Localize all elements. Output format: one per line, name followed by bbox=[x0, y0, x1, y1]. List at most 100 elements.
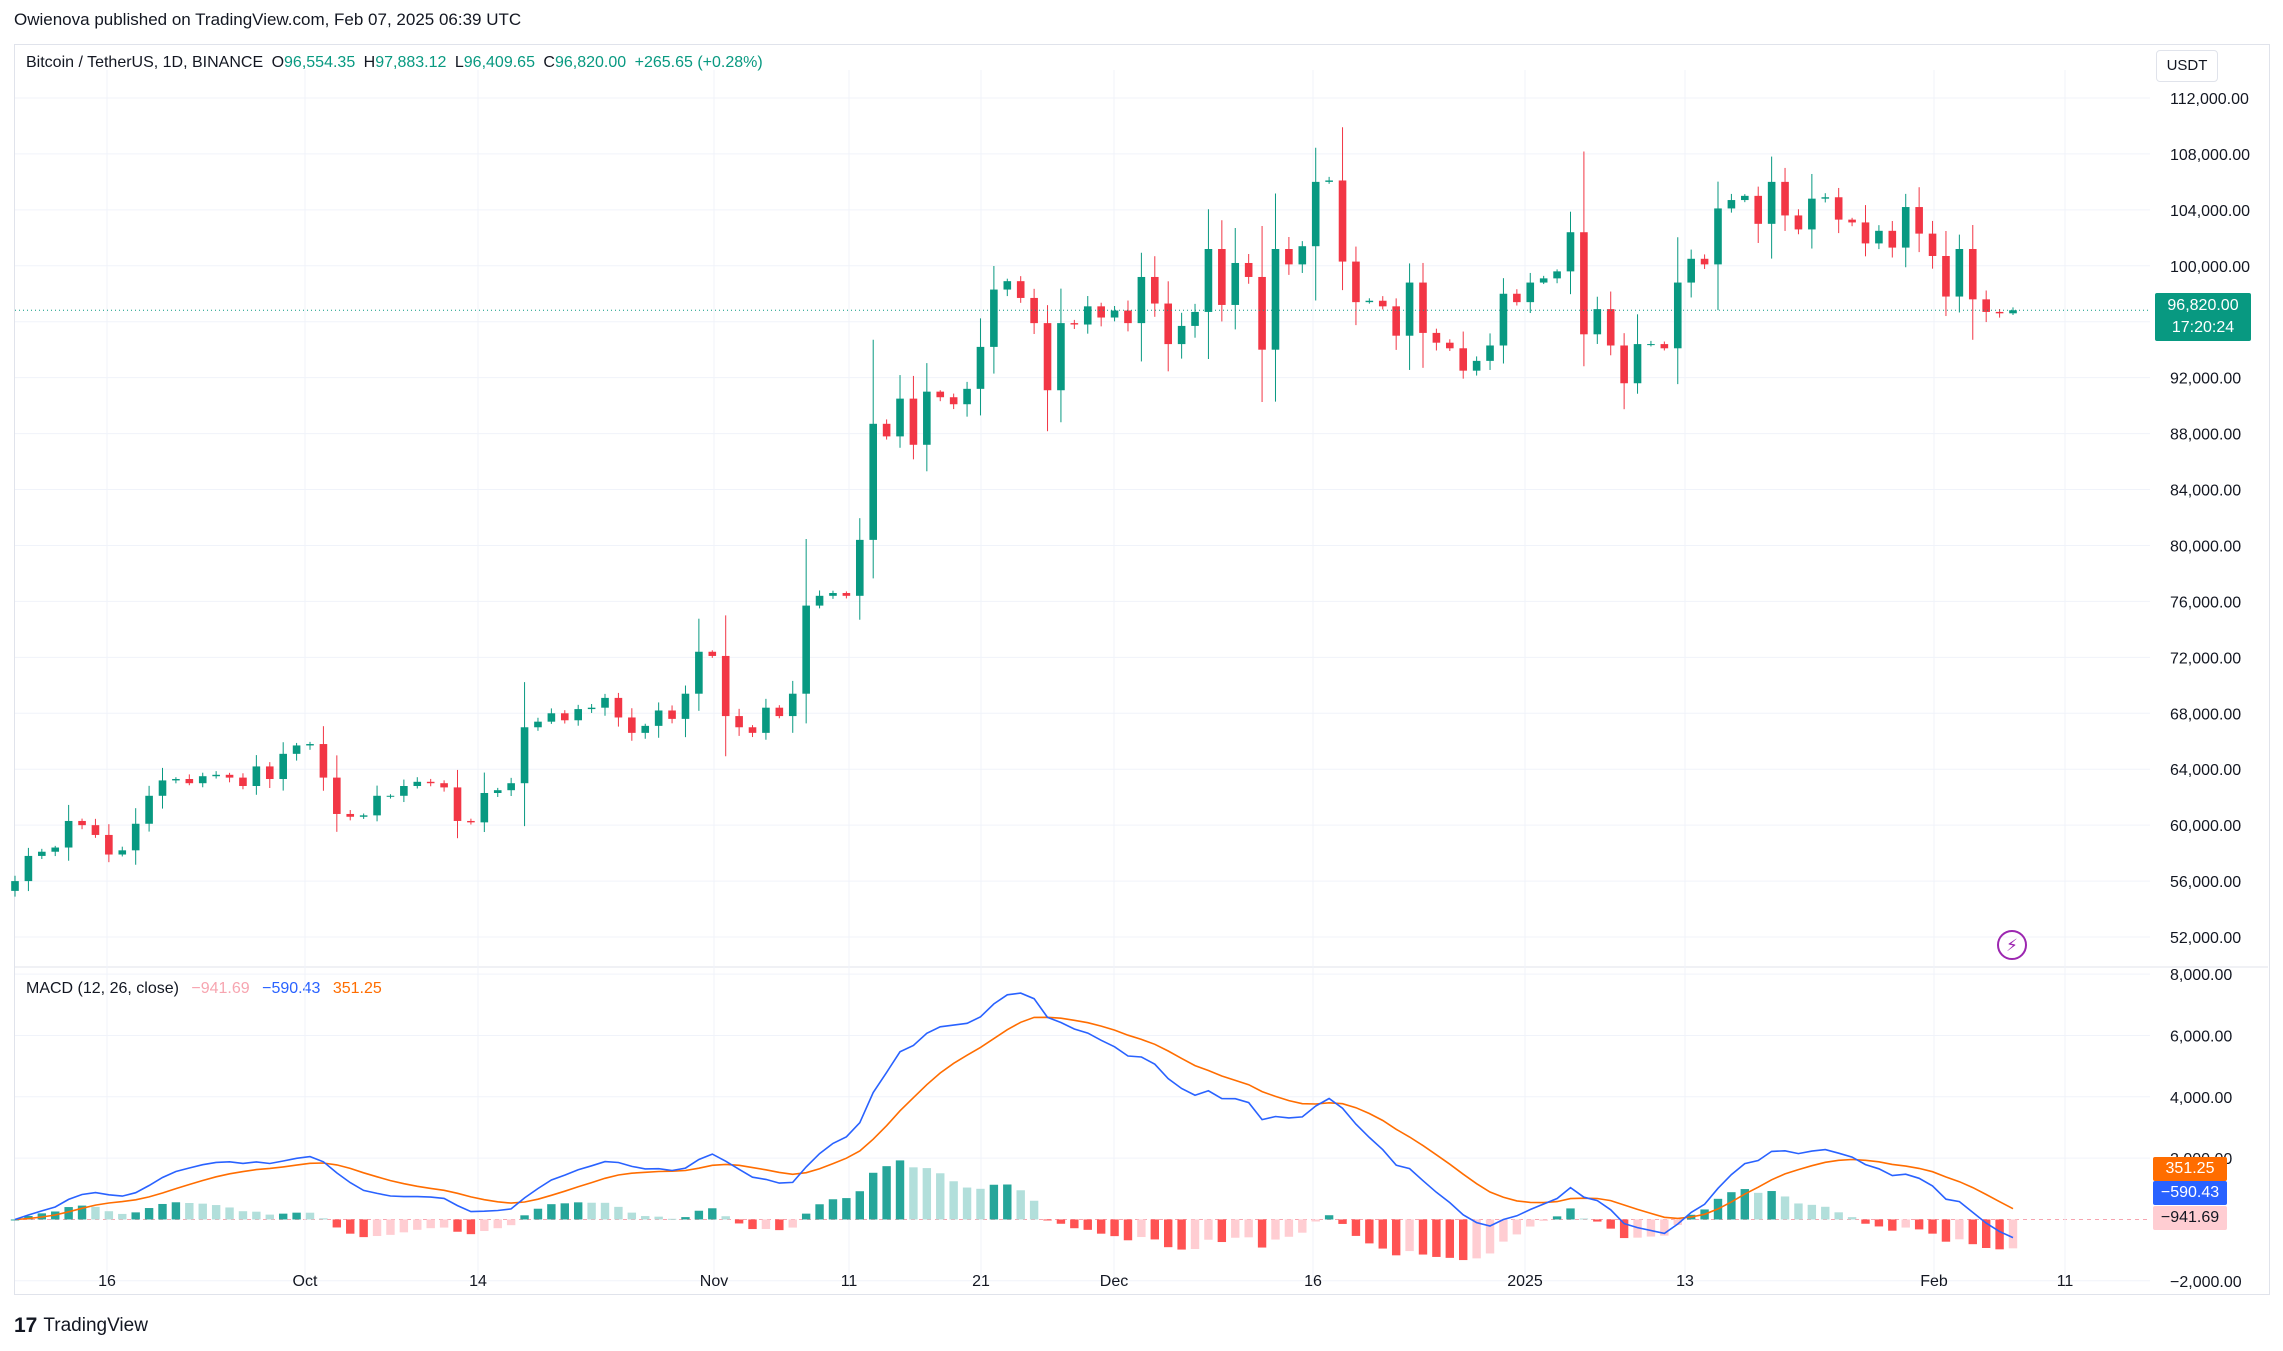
candle-body bbox=[1620, 345, 1628, 384]
lightning-bolt-icon[interactable]: ⚡ bbox=[1997, 930, 2027, 960]
candle-body bbox=[1432, 332, 1441, 343]
candle-body bbox=[11, 881, 19, 891]
candle-body bbox=[1311, 181, 1320, 247]
macd-histogram-bar bbox=[869, 1172, 878, 1220]
macd-histogram-bar bbox=[1821, 1206, 1830, 1220]
macd-histogram-bar bbox=[694, 1210, 704, 1220]
candle bbox=[413, 777, 422, 789]
macd-histogram-bar bbox=[681, 1217, 690, 1220]
macd-histogram-bar bbox=[1432, 1219, 1441, 1257]
price-tick-label: 76,000.00 bbox=[2170, 594, 2241, 611]
macd-histogram-bar bbox=[1110, 1219, 1119, 1237]
candle-body bbox=[963, 388, 971, 405]
macd-histogram-bar bbox=[466, 1219, 476, 1235]
candle bbox=[172, 777, 180, 784]
candle bbox=[333, 755, 341, 832]
candle-body bbox=[1928, 233, 1937, 256]
candle bbox=[1687, 249, 1695, 298]
macd-histogram-bar bbox=[654, 1216, 663, 1220]
candle bbox=[1673, 237, 1682, 385]
candle-body bbox=[1097, 306, 1105, 318]
macd-histogram-bar bbox=[1673, 1219, 1682, 1226]
candle bbox=[1566, 211, 1575, 295]
candle-body bbox=[131, 823, 140, 851]
candle-body bbox=[145, 795, 153, 824]
candle-body bbox=[105, 834, 113, 855]
macd-histogram-bar bbox=[560, 1203, 569, 1220]
candle-body bbox=[923, 391, 931, 445]
macd-tick-label: 4,000.00 bbox=[2170, 1090, 2232, 1107]
candle-body bbox=[1057, 323, 1065, 391]
macd-histogram-bar bbox=[1003, 1184, 1012, 1220]
candle-body bbox=[373, 795, 381, 816]
macd-histogram-bar bbox=[506, 1219, 516, 1226]
candle bbox=[1030, 288, 1038, 335]
macd-legend[interactable]: MACD (12, 26, close) −941.69 −590.43 351… bbox=[26, 980, 390, 998]
candle-body bbox=[587, 707, 596, 710]
macd-histogram-bar bbox=[1231, 1219, 1240, 1238]
macd-histogram-bar bbox=[1499, 1219, 1508, 1242]
macd-histogram-bar bbox=[1646, 1219, 1656, 1237]
candle bbox=[708, 650, 717, 658]
macd-histogram-bar bbox=[962, 1187, 972, 1220]
candle bbox=[1901, 193, 1910, 268]
macd-histogram-bar bbox=[1298, 1219, 1307, 1233]
candle-body bbox=[1016, 281, 1025, 298]
candle-body bbox=[628, 717, 636, 733]
macd-histogram-bar bbox=[1445, 1219, 1455, 1258]
candle-body bbox=[1915, 207, 1923, 234]
candle bbox=[1499, 278, 1508, 364]
macd-label: MACD (12, 26, close) bbox=[26, 980, 179, 997]
macd-histogram-bar bbox=[1526, 1219, 1535, 1227]
macd-histogram-bar bbox=[144, 1208, 154, 1220]
price-tick-label: 84,000.00 bbox=[2170, 483, 2241, 500]
candle bbox=[520, 682, 529, 827]
symbol-legend[interactable]: Bitcoin / TetherUS, 1D, BINANCE O96,554.… bbox=[26, 54, 767, 72]
candle-body bbox=[91, 825, 100, 835]
candle bbox=[601, 693, 609, 716]
macd-histogram-bar bbox=[1914, 1219, 1924, 1230]
macd-histogram-bar bbox=[936, 1173, 945, 1220]
candle bbox=[1325, 176, 1333, 184]
candle-body bbox=[172, 779, 180, 781]
candle bbox=[359, 813, 368, 819]
candles-group bbox=[11, 127, 2017, 897]
macd-histogram-bar bbox=[1070, 1219, 1079, 1229]
macd-histogram-bar bbox=[1284, 1219, 1294, 1237]
macd-histogram-bar bbox=[1244, 1219, 1253, 1238]
macd-histogram-bar bbox=[1874, 1219, 1884, 1227]
macd-histogram-bar bbox=[77, 1205, 87, 1220]
price-tick-label: 112,000.00 bbox=[2170, 91, 2249, 108]
macd-histogram-bar bbox=[882, 1166, 891, 1220]
candle-body bbox=[1553, 271, 1561, 279]
candle-body bbox=[185, 779, 194, 784]
candle-body bbox=[1083, 306, 1092, 325]
candle bbox=[842, 591, 851, 599]
candle bbox=[1258, 226, 1266, 403]
candle-body bbox=[1513, 293, 1521, 303]
macd-line bbox=[14, 992, 2014, 1239]
candle bbox=[1419, 262, 1427, 368]
time-tick-label: Feb bbox=[1920, 1273, 1948, 1290]
candle-body bbox=[842, 593, 851, 596]
candle bbox=[949, 393, 958, 410]
macd-histogram-bar bbox=[1847, 1217, 1857, 1220]
candle bbox=[1097, 302, 1105, 327]
macd-histogram-bar bbox=[1807, 1204, 1817, 1220]
price-tick-label: 104,000.00 bbox=[2170, 203, 2250, 220]
candle-body bbox=[1942, 255, 1950, 297]
macd-histogram-bar bbox=[319, 1218, 328, 1220]
candle-body bbox=[198, 776, 207, 784]
candle bbox=[1767, 156, 1776, 259]
footer-brand: TradingView bbox=[43, 1315, 148, 1336]
candle bbox=[292, 742, 301, 761]
tradingview-logo[interactable]: 17 TradingView bbox=[14, 1314, 148, 1338]
macd-histogram-bar bbox=[1727, 1192, 1736, 1220]
macd-histogram-bar bbox=[1029, 1200, 1039, 1220]
macd-histogram-bar bbox=[211, 1205, 221, 1220]
candle bbox=[1539, 275, 1548, 285]
currency-selector[interactable]: USDT bbox=[2156, 50, 2218, 82]
candle-body bbox=[547, 713, 556, 722]
candle-body bbox=[480, 792, 489, 823]
